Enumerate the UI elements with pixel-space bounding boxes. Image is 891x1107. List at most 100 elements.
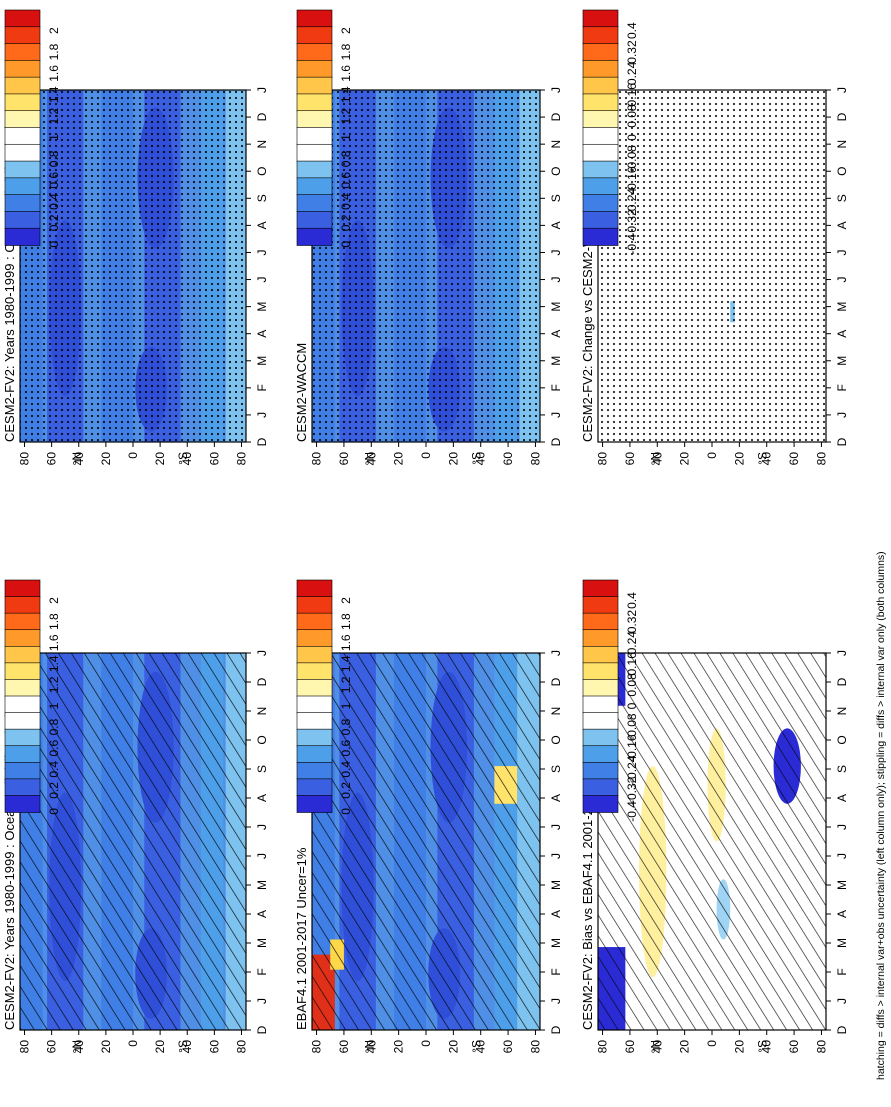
colorbar-label: -0.4 [625, 801, 639, 822]
colorbar-swatch [296, 60, 333, 78]
lat-tick-label: 80 [18, 1040, 32, 1054]
colorbar-swatch [296, 227, 333, 246]
month-tick-label: O [255, 735, 269, 744]
lat-tick-label: 60 [787, 452, 801, 466]
colorbar-label: 0.32 [625, 610, 639, 634]
colorbar-label: 0.6 [339, 740, 353, 757]
colorbar-label: 0.2 [47, 782, 61, 799]
month-tick-label: D [549, 1025, 563, 1034]
colorbar-label: 1.6 [339, 65, 353, 82]
lat-unit-north: °N [363, 452, 377, 465]
colorbar-label: 1.6 [47, 65, 61, 82]
colorbar-swatch [582, 712, 619, 730]
lat-tick-label: 20 [153, 1040, 167, 1054]
month-tick-label: J [835, 998, 849, 1004]
month-tick-label: A [835, 330, 849, 338]
month-tick-label: N [255, 707, 269, 716]
month-tick-label: J [549, 87, 563, 93]
month-tick-label: A [549, 221, 563, 229]
field [312, 90, 540, 442]
colorbar-label: -0.4 [625, 234, 639, 255]
colorbar-swatch [582, 160, 619, 179]
month-tick-label: S [835, 765, 849, 773]
colorbar-swatch [296, 9, 333, 28]
colorbar-label: 1.8 [339, 43, 353, 60]
month-tick-label: O [549, 735, 563, 744]
month-tick-label: F [255, 968, 269, 975]
colorbar-swatch [582, 645, 619, 664]
significance-overlay [598, 653, 826, 1030]
colorbar-label: 1 [47, 134, 61, 141]
month-tick-label: N [835, 140, 849, 149]
month-tick-label: J [255, 412, 269, 418]
lat-tick-label: 60 [45, 452, 59, 466]
colorbar-swatch [296, 761, 333, 780]
colorbar-label: 0.2 [339, 782, 353, 799]
colorbar-label: 1.4 [339, 86, 353, 103]
colorbar-swatch [582, 778, 619, 797]
colorbar-swatch [296, 43, 333, 62]
colorbar: 2 1.8 1.6 1.4 1.2 1 0.8 0.6 0.4 0.2 0 [4, 579, 61, 815]
month-tick-label: A [549, 794, 563, 802]
colorbar-swatch [582, 127, 619, 146]
colorbar-swatch [4, 712, 41, 730]
month-tick-label: J [549, 824, 563, 830]
colorbar-swatch [582, 211, 619, 230]
month-tick-label: J [835, 277, 849, 283]
month-tick-label: M [549, 302, 563, 312]
colorbar-label: 0.6 [47, 172, 61, 189]
colorbar-label: 0.08 [625, 673, 639, 697]
lat-tick-label: 80 [310, 1040, 324, 1054]
month-tick-label: F [835, 384, 849, 391]
month-tick-label: A [255, 910, 269, 918]
lat-unit-south: °S [756, 1040, 770, 1053]
colorbar-label: 1.4 [47, 86, 61, 103]
colorbar-label: 0.8 [339, 718, 353, 735]
month-tick-label: A [835, 910, 849, 918]
colorbar-label: 0.6 [339, 172, 353, 189]
colorbar-swatch [4, 9, 41, 28]
lat-tick-label: 60 [337, 1040, 351, 1054]
month-tick-label: N [255, 140, 269, 149]
colorbar-swatch [296, 76, 333, 95]
lat-tick-label: 40 [474, 1040, 488, 1054]
month-tick-label: F [255, 384, 269, 391]
month-tick-label: D [835, 1025, 849, 1034]
month-tick-label: O [255, 167, 269, 176]
lat-tick-label: 40 [72, 1040, 86, 1054]
colorbar-swatch [582, 579, 619, 598]
month-tick-label: J [549, 277, 563, 283]
month-tick-label: A [255, 330, 269, 338]
month-tick-label: J [255, 277, 269, 283]
lat-tick-label: 80 [18, 452, 32, 466]
colorbar-swatch [4, 679, 41, 697]
lat-tick-label: 80 [814, 452, 828, 466]
month-tick-label: M [255, 356, 269, 366]
colorbar-swatch [4, 596, 41, 614]
colorbar-label: 2 [339, 597, 353, 604]
colorbar-label: 0 [339, 808, 353, 815]
colorbar-label: 1.4 [339, 655, 353, 672]
colorbar-swatch [582, 227, 619, 246]
colorbar-swatch [4, 778, 41, 797]
colorbar-swatch [296, 695, 333, 714]
month-tick-label: N [549, 707, 563, 716]
colorbar-swatch [582, 662, 619, 681]
colorbar-swatch [4, 795, 41, 813]
colorbar-label: 1 [339, 702, 353, 709]
lat-unit-north: °N [70, 452, 84, 465]
month-tick-label: S [835, 194, 849, 202]
lat-tick-label: 20 [678, 452, 692, 466]
colorbar-swatch [296, 110, 333, 129]
lat-tick-label: 40 [474, 452, 488, 466]
colorbar-swatch [4, 127, 41, 146]
lat-unit-north: °N [649, 452, 663, 465]
panel-title: CESM2-FV2: Bias vs EBAF4.1 2001-2017 [580, 786, 595, 1030]
lat-tick-label: 60 [501, 1040, 515, 1054]
month-tick-label: D [255, 112, 269, 121]
month-tick-label: S [549, 194, 563, 202]
lat-tick-label: 80 [310, 452, 324, 466]
colorbar: 2 1.8 1.6 1.4 1.2 1 0.8 0.6 0.4 0.2 0 [296, 9, 353, 248]
month-tick-label: A [255, 794, 269, 802]
